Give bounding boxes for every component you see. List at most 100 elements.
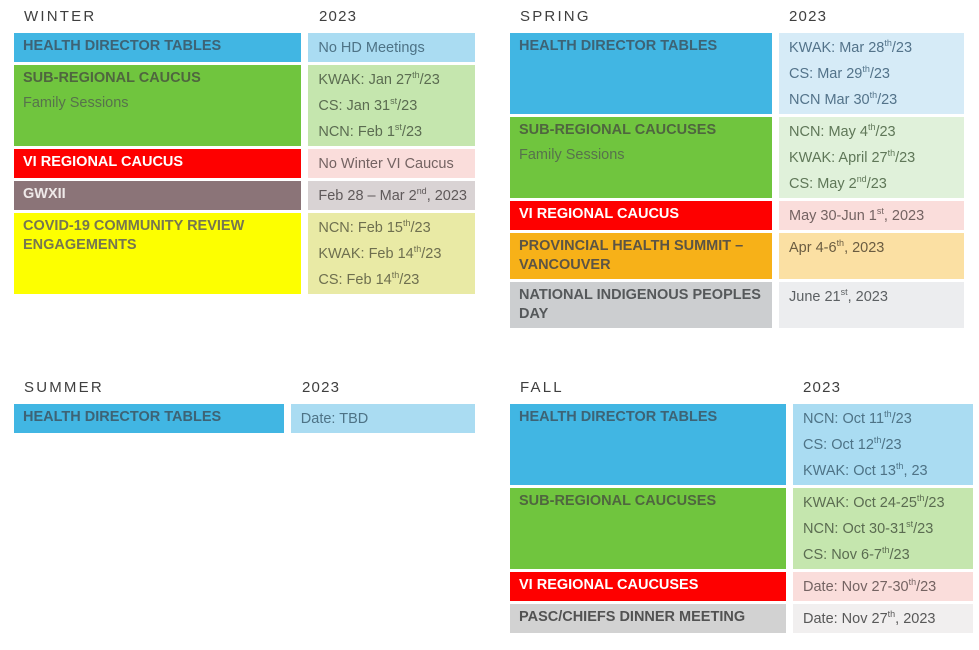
event-dates-cell: NCN: Feb 15th/23 KWAK: Feb 14th/23 CS: Feb… — [308, 213, 475, 294]
table-row: GWXII Feb 28 – Mar 2nd, 2023 — [14, 181, 475, 210]
season-year: 2023 — [789, 8, 828, 25]
event-dates-cell: No HD Meetings — [308, 33, 475, 62]
event-dates-cell: Date: TBD — [290, 404, 475, 433]
event-label-cell: HEALTH DIRECTOR TABLES — [510, 33, 772, 114]
event-date-line: CS: May 2nd/23 — [789, 174, 887, 192]
event-date-line: CS: Mar 29th/23 — [789, 64, 891, 82]
event-label-cell: SUB-REGIONAL CAUCUS Family Sessions — [14, 65, 302, 146]
event-dates-cell: KWAK: Oct 24-25th/23 NCN: Oct 30-31st/23 C… — [793, 488, 973, 569]
event-dates-cell: May 30-Jun 1st, 2023 — [779, 201, 964, 230]
event-label-cell: SUB-REGIONAL CAUCUSES Family Sessions — [510, 117, 772, 198]
event-label-cell: PROVINCIAL HEALTH SUMMIT – VANCOUVER — [510, 233, 772, 279]
event-date-line: KWAK: Oct 24-25th/23 — [803, 493, 945, 511]
event-dates-cell: Feb 28 – Mar 2nd, 2023 — [308, 181, 475, 210]
event-date-line: CS: Jan 31st/23 — [318, 96, 418, 114]
season-title: WINTER — [24, 8, 97, 25]
event-date-line: NCN: Oct 30-31st/23 — [803, 519, 934, 537]
event-date-line: May 30-Jun 1st, 2023 — [789, 206, 925, 224]
event-label: SUB-REGIONAL CAUCUS — [23, 70, 201, 86]
event-label-cell: SUB-REGIONAL CAUCUSES — [510, 488, 786, 569]
event-date-line: Feb 28 – Mar 2nd, 2023 — [318, 186, 468, 204]
table-row: VI REGIONAL CAUCUS May 30-Jun 1st, 2023 — [510, 201, 979, 230]
event-label: NATIONAL INDIGENOUS PEOPLES DAY — [519, 287, 761, 322]
event-date-line: CS: Feb 14th/23 — [318, 270, 420, 288]
season-section-fall: FALL 2023 HEALTH DIRECTOR TABLES NCN: Oct 1… — [510, 377, 979, 636]
season-year: 2023 — [302, 379, 341, 396]
event-date-line: Date: Nov 27th, 2023 — [803, 609, 936, 627]
season-section-summer: SUMMER 2023 HEALTH DIRECTOR TABLES Date: TB… — [14, 377, 475, 436]
season-section-winter: WINTER 2023 HEALTH DIRECTOR TABLES No HD Me… — [14, 6, 475, 297]
season-header: FALL 2023 — [510, 379, 979, 396]
event-label-cell: GWXII — [14, 181, 302, 210]
season-title: FALL — [520, 379, 564, 396]
event-sublabel: Family Sessions — [23, 95, 129, 111]
event-date-line: KWAK: April 27th/23 — [789, 148, 916, 166]
table-row: VI REGIONAL CAUCUSES Date: Nov 27-30th/23 — [510, 572, 979, 601]
event-label: VI REGIONAL CAUCUS — [23, 154, 184, 170]
event-label-cell: HEALTH DIRECTOR TABLES — [510, 404, 786, 485]
season-year: 2023 — [803, 379, 842, 396]
table-row: SUB-REGIONAL CAUCUSES KWAK: Oct 24-25th/2… — [510, 488, 979, 569]
event-dates-cell: NCN: May 4th/23 KWAK: April 27th/23 CS: Ma… — [779, 117, 964, 198]
event-sublabel: Family Sessions — [519, 147, 625, 163]
event-label-cell: VI REGIONAL CAUCUS — [510, 201, 772, 230]
event-date-line: Apr 4-6th, 2023 — [789, 238, 885, 256]
calendar-board: WINTER 2023 HEALTH DIRECTOR TABLES No HD Me… — [14, 6, 979, 636]
event-label-cell: NATIONAL INDIGENOUS PEOPLES DAY — [510, 282, 772, 328]
event-date-line: NCN: Oct 11th/23 — [803, 409, 912, 427]
event-date-line: CS: Oct 12th/23 — [803, 435, 902, 453]
table-row: PROVINCIAL HEALTH SUMMIT – VANCOUVER Apr … — [510, 233, 979, 279]
event-dates-cell: KWAK: Jan 27th/23 CS: Jan 31st/23 NCN: Feb… — [308, 65, 475, 146]
season-title: SPRING — [520, 8, 591, 25]
event-date-line: NCN: Feb 15th/23 — [318, 218, 431, 236]
event-label: SUB-REGIONAL CAUCUSES — [519, 493, 717, 509]
table-row: COVID-19 COMMUNITY REVIEW ENGAGEMENTS NCN… — [14, 213, 475, 294]
event-label-cell: HEALTH DIRECTOR TABLES — [14, 33, 302, 62]
season-header: SPRING 2023 — [510, 8, 979, 25]
season-year: 2023 — [319, 8, 358, 25]
event-label-cell: COVID-19 COMMUNITY REVIEW ENGAGEMENTS — [14, 213, 302, 294]
event-date-line: Date: TBD — [300, 411, 369, 427]
table-row: NATIONAL INDIGENOUS PEOPLES DAY June 21st… — [510, 282, 979, 328]
event-dates-cell: Apr 4-6th, 2023 — [779, 233, 964, 279]
event-date-line: KWAK: Jan 27th/23 — [318, 70, 440, 88]
event-label: COVID-19 COMMUNITY REVIEW ENGAGEMENTS — [23, 218, 245, 253]
event-label: PASC/CHIEFS DINNER MEETING — [519, 609, 746, 625]
event-date-line: KWAK: Feb 14th/23 — [318, 244, 442, 262]
event-label: VI REGIONAL CAUCUSES — [519, 577, 699, 593]
season-header: SUMMER 2023 — [14, 379, 475, 396]
season-section-spring: SPRING 2023 HEALTH DIRECTOR TABLES KWAK: Ma… — [510, 6, 979, 331]
event-label-cell: VI REGIONAL CAUCUSES — [510, 572, 786, 601]
table-row: SUB-REGIONAL CAUCUSES Family Sessions NCN:… — [510, 117, 979, 198]
event-dates-cell: Date: Nov 27th, 2023 — [793, 604, 973, 633]
event-date-line: NCN Mar 30th/23 — [789, 90, 898, 108]
event-label: HEALTH DIRECTOR TABLES — [23, 38, 222, 54]
event-date-line: NCN: Feb 1st/23 — [318, 122, 423, 140]
season-title: SUMMER — [24, 379, 104, 396]
table-row: HEALTH DIRECTOR TABLES NCN: Oct 11th/23 CS… — [510, 404, 979, 485]
event-dates-cell: KWAK: Mar 28th/23 CS: Mar 29th/23 NCN Mar … — [779, 33, 964, 114]
event-label: SUB-REGIONAL CAUCUSES — [519, 122, 717, 138]
event-dates-cell: No Winter VI Caucus — [308, 149, 475, 178]
event-date-line: No HD Meetings — [318, 40, 425, 56]
event-label-cell: HEALTH DIRECTOR TABLES — [14, 404, 284, 433]
event-dates-cell: Date: Nov 27-30th/23 — [793, 572, 973, 601]
event-label-cell: PASC/CHIEFS DINNER MEETING — [510, 604, 786, 633]
event-dates-cell: NCN: Oct 11th/23 CS: Oct 12th/23 KWAK: Oct… — [793, 404, 973, 485]
table-row: SUB-REGIONAL CAUCUS Family Sessions KWAK: … — [14, 65, 475, 146]
season-header: WINTER 2023 — [14, 8, 475, 25]
event-label: HEALTH DIRECTOR TABLES — [519, 409, 718, 425]
table-row: PASC/CHIEFS DINNER MEETING Date: Nov 27th… — [510, 604, 979, 633]
event-label: VI REGIONAL CAUCUS — [519, 206, 680, 222]
event-label: HEALTH DIRECTOR TABLES — [23, 409, 222, 425]
event-date-line: CS: Nov 6-7th/23 — [803, 545, 910, 563]
event-date-line: KWAK: Mar 28th/23 — [789, 38, 913, 56]
event-label: PROVINCIAL HEALTH SUMMIT – VANCOUVER — [519, 238, 744, 273]
event-date-line: Date: Nov 27-30th/23 — [803, 577, 937, 595]
table-row: HEALTH DIRECTOR TABLES KWAK: Mar 28th/23 C… — [510, 33, 979, 114]
event-label: GWXII — [23, 186, 66, 202]
event-label-cell: VI REGIONAL CAUCUS — [14, 149, 302, 178]
event-label: HEALTH DIRECTOR TABLES — [519, 38, 718, 54]
table-row: VI REGIONAL CAUCUS No Winter VI Caucus — [14, 149, 475, 178]
event-date-line: NCN: May 4th/23 — [789, 122, 896, 140]
